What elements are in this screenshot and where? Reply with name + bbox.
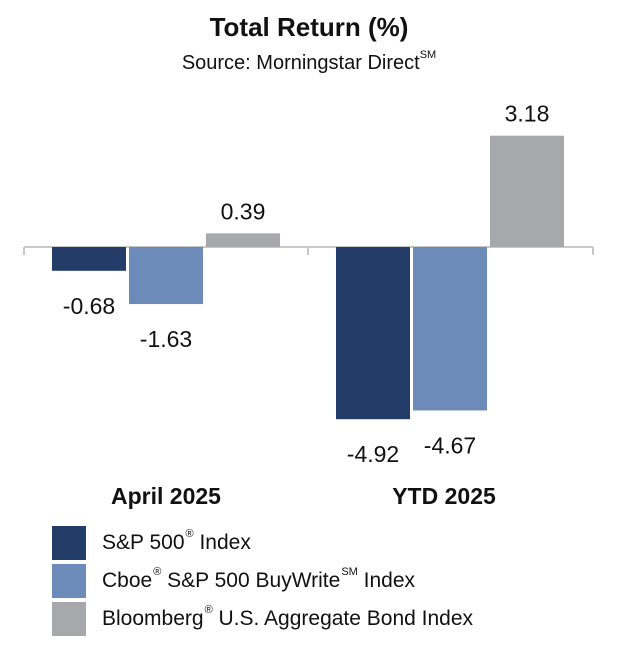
bar-bloomberg-1 xyxy=(490,135,564,247)
bar-sp500-0 xyxy=(52,247,126,271)
bar-bloomberg-0 xyxy=(206,233,280,247)
data-label-buywrite-1: -4.67 xyxy=(424,432,476,458)
category-label-0: April 2025 xyxy=(111,483,221,509)
subtitle-superscript: SM xyxy=(419,49,437,62)
legend-label-sp500: S&P 500® Index xyxy=(102,528,251,554)
data-label-bloomberg-1: 3.18 xyxy=(505,101,550,127)
data-label-buywrite-0: -1.63 xyxy=(140,326,192,352)
chart-subtitle: Source: Morningstar DirectSM xyxy=(0,49,618,75)
legend-label-buywrite: Cboe® S&P 500 BuyWriteSM Index xyxy=(102,566,416,592)
bar-buywrite-1 xyxy=(413,247,487,411)
subtitle-text: Source: Morningstar Direct xyxy=(181,52,420,74)
data-label-sp500-0: -0.68 xyxy=(63,293,115,319)
legend-item-bloomberg: Bloomberg® U.S. Aggregate Bond Index xyxy=(52,601,473,637)
chart-legend: S&P 500® Index Cboe® S&P 500 BuyWriteSM … xyxy=(52,525,473,639)
category-label-1: YTD 2025 xyxy=(392,483,496,509)
data-label-sp500-1: -4.92 xyxy=(347,441,399,467)
bar-sp500-1 xyxy=(336,247,410,420)
bar-buywrite-0 xyxy=(129,247,203,305)
bar-chart: -0.68 -1.63 0.39 April 2025 -4.92 -4.67 3.18 YT… xyxy=(23,101,594,509)
legend-label-bloomberg: Bloomberg® U.S. Aggregate Bond Index xyxy=(102,604,474,630)
legend-swatch-bloomberg xyxy=(52,602,86,636)
legend-item-buywrite: Cboe® S&P 500 BuyWriteSM Index xyxy=(52,563,473,599)
data-label-bloomberg-0: 0.39 xyxy=(221,198,266,224)
chart-title: Total Return (%) xyxy=(209,12,409,42)
legend-swatch-sp500 xyxy=(52,526,86,560)
legend-swatch-buywrite xyxy=(52,564,86,598)
legend-item-sp500: S&P 500® Index xyxy=(52,525,473,561)
